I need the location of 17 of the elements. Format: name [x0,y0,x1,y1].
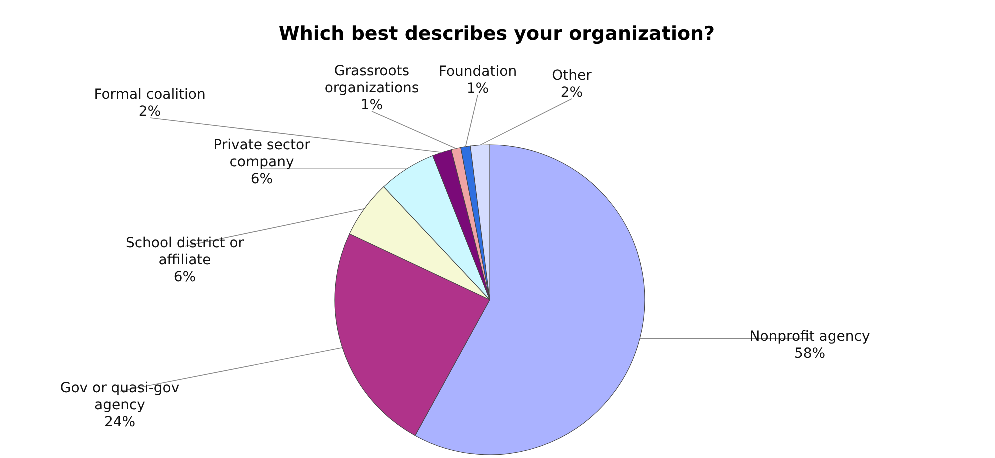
data-label: 2% [138,104,162,120]
slice-label: Nonprofit agency [750,329,870,345]
slice-label: Other [552,68,592,84]
data-label: 2% [560,85,584,101]
slice-label: School district or affiliate [126,236,244,268]
slice-label: Grassroots organizations [324,64,420,96]
chart-title: Which best describes your organization? [278,23,716,45]
data-label: 1% [360,98,384,114]
data-label: 6% [174,270,196,286]
data-label: 24% [104,414,136,430]
data-label: 1% [466,81,490,97]
slice-label: Private sector company [214,138,311,170]
slice-label: Formal coalition [94,87,206,103]
data-label: 58% [794,346,826,362]
slice-label: Foundation [438,64,518,80]
slice-label: Gov or quasi-gov agency [60,380,180,414]
data-label: 6% [250,172,274,188]
